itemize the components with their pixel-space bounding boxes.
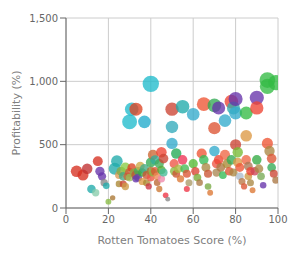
svg-text:20: 20 bbox=[102, 214, 115, 225]
svg-text:Rotten Tomatoes Score (%): Rotten Tomatoes Score (%) bbox=[97, 234, 246, 247]
svg-text:1,500: 1,500 bbox=[29, 13, 58, 24]
svg-text:0: 0 bbox=[63, 214, 69, 225]
svg-text:80: 80 bbox=[229, 214, 242, 225]
svg-text:100: 100 bbox=[268, 214, 287, 225]
svg-text:Profitability (%): Profitability (%) bbox=[10, 71, 23, 156]
svg-text:40: 40 bbox=[144, 214, 157, 225]
svg-text:500: 500 bbox=[39, 139, 58, 150]
svg-text:1,000: 1,000 bbox=[29, 76, 58, 87]
svg-text:0: 0 bbox=[52, 203, 58, 214]
svg-text:60: 60 bbox=[187, 214, 200, 225]
